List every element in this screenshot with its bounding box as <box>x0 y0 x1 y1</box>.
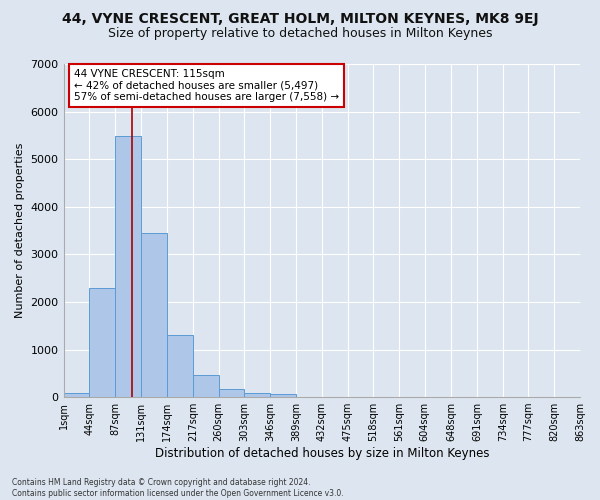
Bar <box>142 233 167 397</box>
Bar <box>193 375 219 397</box>
Y-axis label: Number of detached properties: Number of detached properties <box>15 143 25 318</box>
Text: 44, VYNE CRESCENT, GREAT HOLM, MILTON KEYNES, MK8 9EJ: 44, VYNE CRESCENT, GREAT HOLM, MILTON KE… <box>62 12 538 26</box>
Bar <box>64 394 89 397</box>
X-axis label: Distribution of detached houses by size in Milton Keynes: Distribution of detached houses by size … <box>155 447 489 460</box>
Bar <box>270 394 296 397</box>
Bar <box>89 288 115 397</box>
Bar <box>115 136 142 397</box>
Text: 44 VYNE CRESCENT: 115sqm
← 42% of detached houses are smaller (5,497)
57% of sem: 44 VYNE CRESCENT: 115sqm ← 42% of detach… <box>74 69 339 102</box>
Bar <box>219 390 244 397</box>
Text: Size of property relative to detached houses in Milton Keynes: Size of property relative to detached ho… <box>108 28 492 40</box>
Text: Contains HM Land Registry data © Crown copyright and database right 2024.
Contai: Contains HM Land Registry data © Crown c… <box>12 478 344 498</box>
Bar <box>167 334 193 397</box>
Bar <box>244 394 270 397</box>
